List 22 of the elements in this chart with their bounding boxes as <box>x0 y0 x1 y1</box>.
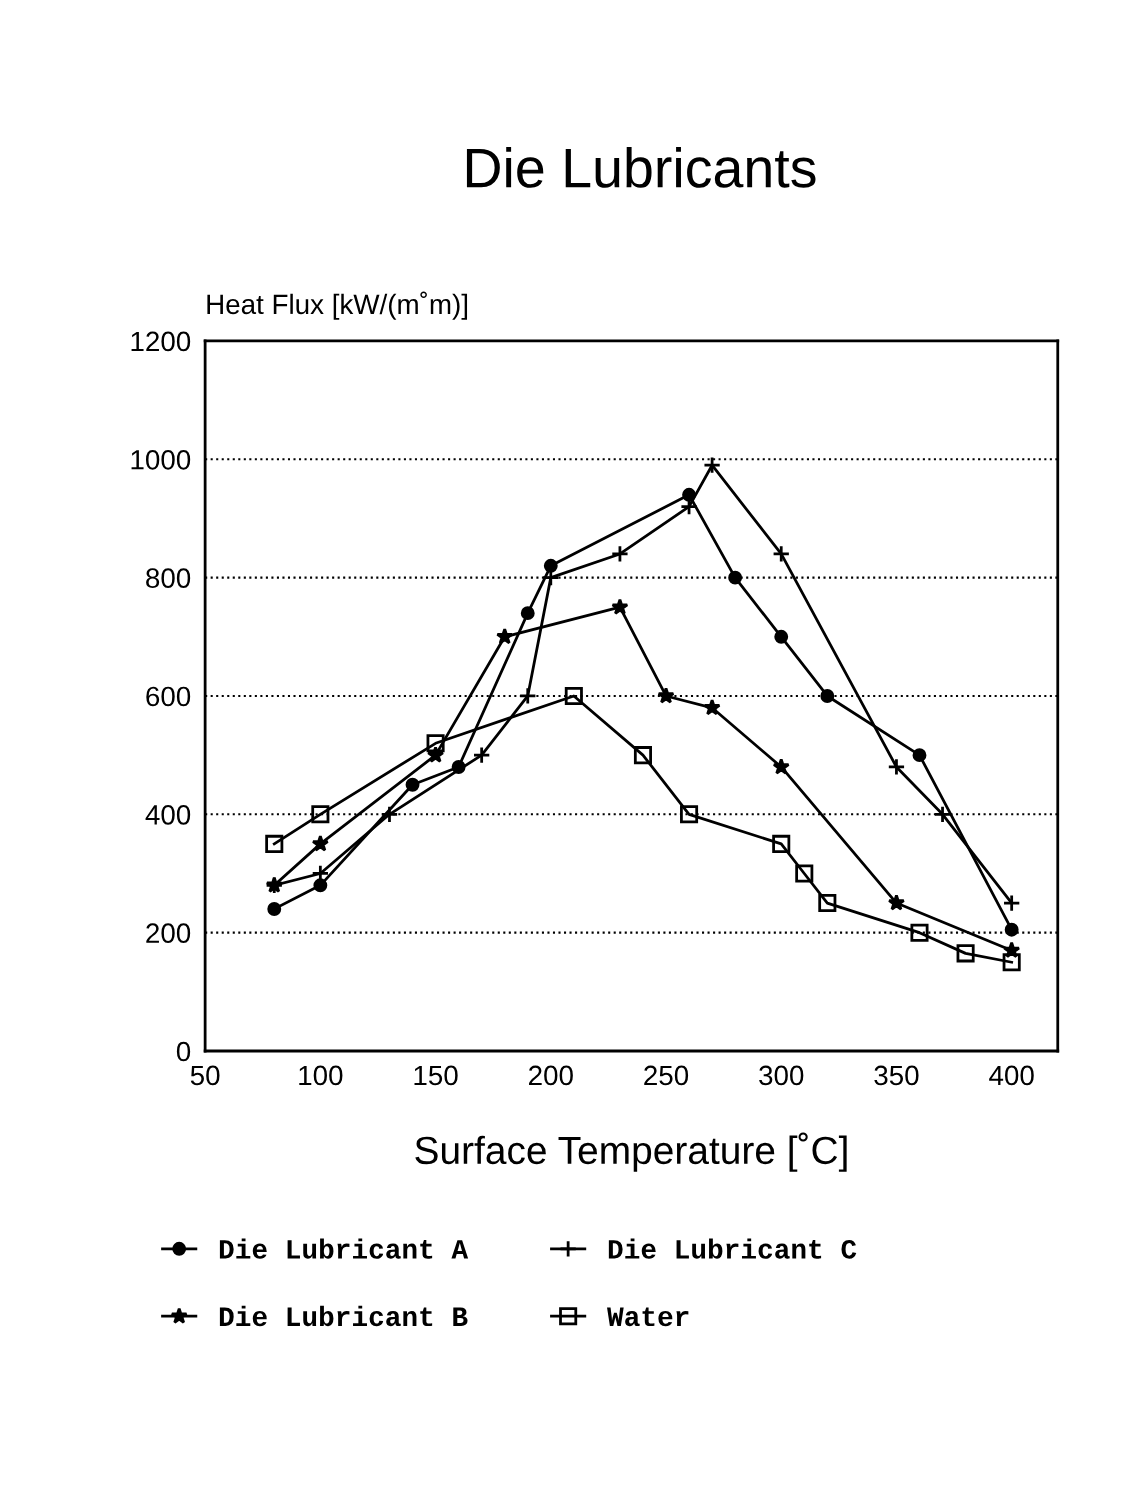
y-tick-label: 1200 <box>131 331 191 352</box>
legend-label: Die Lubricant C <box>608 1238 857 1259</box>
x-tick-label: 150 <box>414 1065 458 1086</box>
chart-title: Die Lubricants <box>466 146 816 188</box>
y-tick-label: 1000 <box>131 449 191 470</box>
x-tick-label: 400 <box>989 1065 1034 1086</box>
y-tick-label: 600 <box>146 686 191 707</box>
x-tick-label: 300 <box>759 1065 804 1086</box>
x-tick-label: 200 <box>529 1065 573 1086</box>
x-tick-label: 350 <box>874 1065 919 1086</box>
x-axis-title: Surface Temperature [˚C] <box>415 1132 847 1172</box>
y-tick-label: 400 <box>145 804 191 825</box>
y-axis-title: Heat Flux [kW/(m˚m)] <box>207 291 468 320</box>
y-tick-label: 0 <box>176 1041 191 1062</box>
legend-label: Die Lubricant A <box>219 1238 469 1259</box>
legend-label: Die Lubricant B <box>219 1305 468 1327</box>
legend-label: Water <box>607 1307 689 1327</box>
x-tick-label: 50 <box>190 1065 220 1086</box>
y-tick-label: 200 <box>146 923 191 943</box>
x-tick-label: 100 <box>299 1065 343 1086</box>
x-tick-label: 250 <box>644 1065 689 1086</box>
y-tick-label: 800 <box>146 568 191 588</box>
